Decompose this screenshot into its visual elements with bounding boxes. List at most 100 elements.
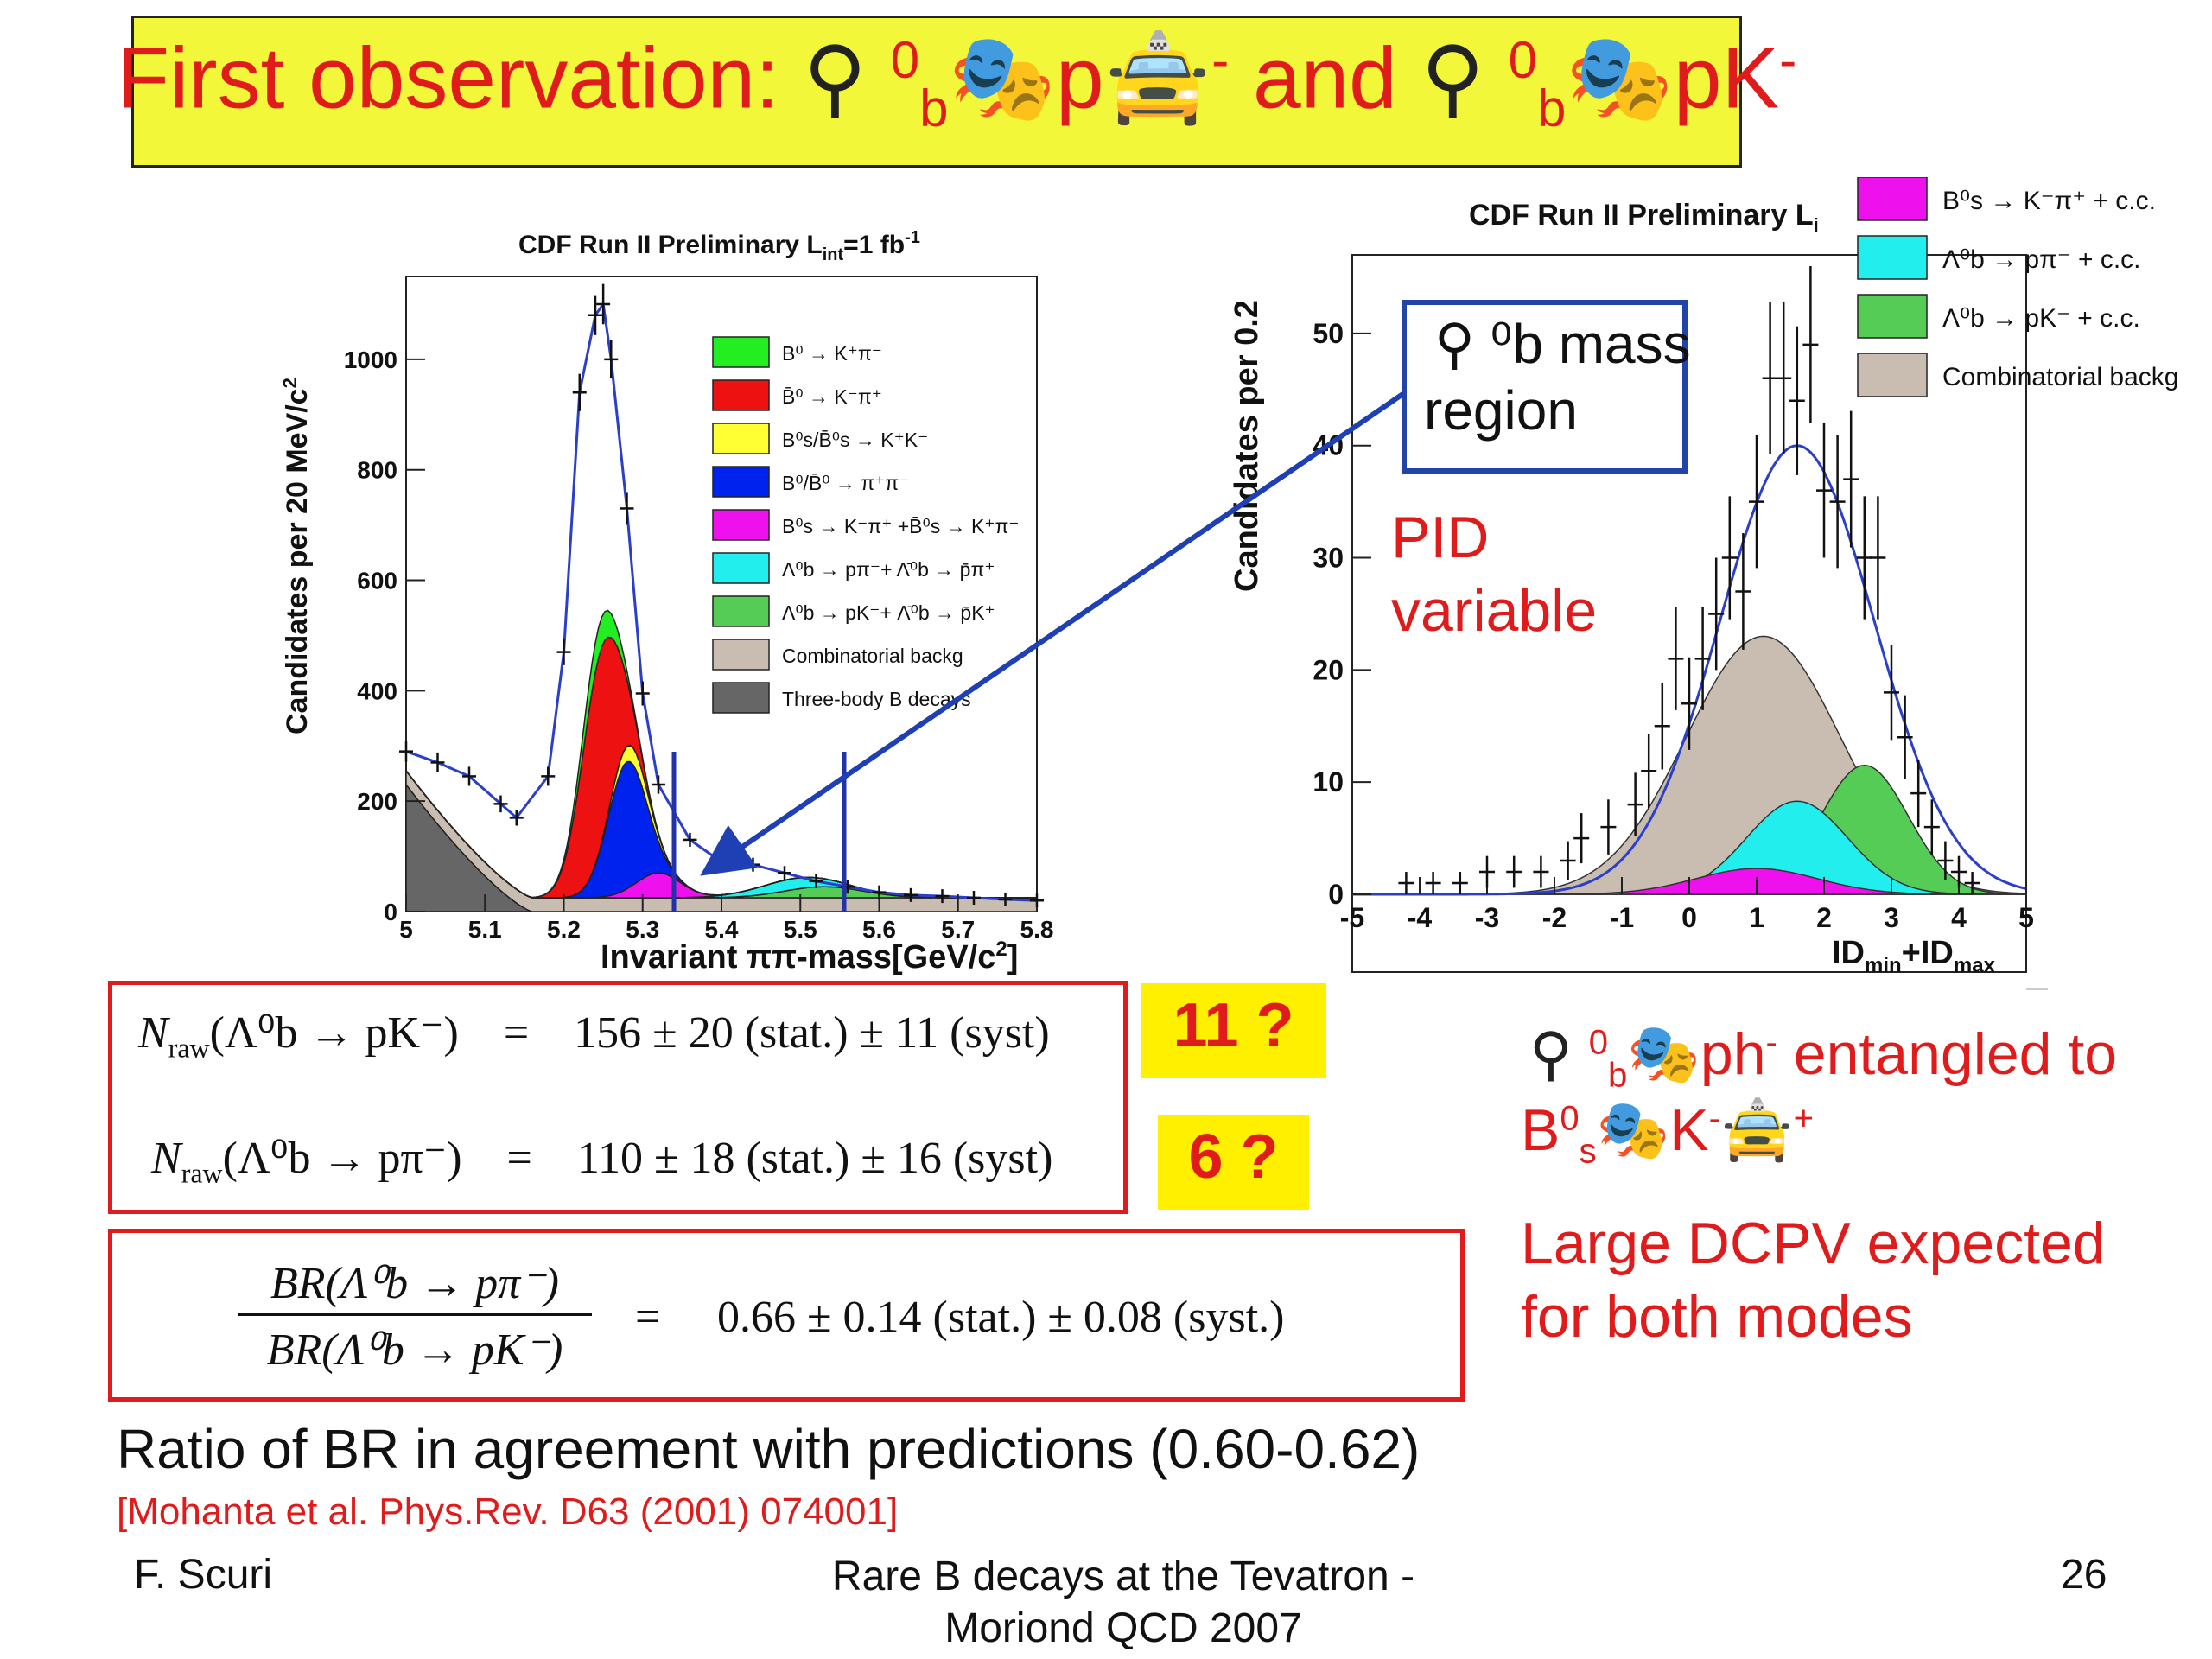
- data-point: [809, 874, 823, 888]
- ratio-fraction-bar: [238, 1313, 592, 1316]
- y-tick-label: 50: [1313, 318, 1344, 349]
- data-point: [588, 295, 602, 335]
- right-plot-ylabel: Candidates per 0.2: [1229, 300, 1265, 592]
- x-tick-label: -3: [1475, 902, 1499, 933]
- data-point: [872, 885, 887, 899]
- data-point: [998, 892, 1013, 906]
- legend-label: B⁰ → K⁺π⁻: [782, 342, 882, 365]
- data-point: [1843, 410, 1859, 548]
- lambda-glyph-icon: ⚲: [1421, 29, 1484, 127]
- x-tick-label: -4: [1408, 902, 1433, 933]
- data-point: [1910, 760, 1927, 828]
- data-point: [904, 887, 918, 902]
- legend-label: B̄⁰ → K⁻π⁺: [782, 385, 882, 408]
- data-point: [604, 340, 619, 379]
- data-point: [778, 866, 791, 880]
- data-point: [1964, 872, 1980, 894]
- legend-label: B⁰s → K⁻π⁺ + c.c.: [1942, 187, 2156, 215]
- left-plot-ylabel: Candidates per 20 MeV/c2: [279, 378, 314, 734]
- lambda-glyph-icon: ⚲: [803, 29, 867, 127]
- legend-swatch: [1857, 235, 1928, 280]
- data-point: [1600, 799, 1617, 855]
- conclusion-text: Ratio of BR in agreement with prediction…: [117, 1418, 1421, 1480]
- yield-pk-equation: Nraw(Λ⁰b → pK⁻) = 156 ± 20 (stat.) ± 11 …: [138, 1008, 1050, 1064]
- yield-ppi-equation: Nraw(Λ⁰b → pπ⁻) = 110 ± 18 (stat.) ± 16 …: [151, 1134, 1053, 1189]
- legend-swatch: [712, 336, 770, 368]
- legend-label: Λ⁰b → pπ⁻+ Λ̄⁰b → p̄π⁺: [782, 558, 995, 581]
- reference-text: [Mohanta et al. Phys.Rev. D63 (2001) 074…: [117, 1491, 899, 1533]
- x-tick-label: 5: [399, 916, 413, 943]
- data-point: [1884, 645, 1899, 741]
- x-tick-label: -5: [1340, 902, 1364, 933]
- data-point: [746, 857, 760, 872]
- legend-swatch: [712, 595, 770, 627]
- data-point: [462, 766, 476, 786]
- entangled-line1: ⚲ 0b🎭ph- entangled to: [1529, 1021, 2118, 1095]
- legend-swatch: [1857, 294, 1928, 339]
- legend-swatch: [712, 509, 770, 541]
- x-tick-label: -1: [1610, 902, 1634, 933]
- data-point: [683, 832, 697, 847]
- data-point: [1735, 533, 1751, 650]
- data-point: [572, 373, 587, 411]
- ratio-denominator: BR(Λ⁰b → pK⁻): [266, 1325, 563, 1375]
- data-point: [541, 766, 556, 786]
- mass-region-box: [1402, 300, 1688, 474]
- mass-region-label-line2: region: [1424, 379, 1578, 442]
- y-tick-label: 40: [1313, 430, 1344, 461]
- x-tick-label: 0: [1681, 902, 1697, 933]
- b-kpi-area: [405, 609, 1037, 899]
- legend-label: B⁰/B̄⁰ → π⁺π⁻: [782, 472, 909, 494]
- data-point: [1816, 423, 1832, 558]
- data-point: [1398, 872, 1414, 894]
- legend-swatch: [712, 379, 770, 411]
- data-point: [596, 283, 611, 325]
- data-point: [1776, 302, 1792, 454]
- y-tick-label: 0: [1328, 879, 1344, 910]
- data-point: [1897, 695, 1913, 779]
- legend-label: B⁰s/B̄⁰s → K⁺K⁻: [782, 429, 928, 451]
- ratio-equation-box: [108, 1229, 1465, 1402]
- data-point: [493, 795, 508, 813]
- data-point: [430, 752, 445, 772]
- data-point: [1573, 813, 1590, 864]
- data-point: [967, 891, 981, 906]
- y-tick-label: 600: [357, 568, 397, 594]
- pi-glyph-icon: 🚖: [1719, 1097, 1794, 1163]
- data-point: [1870, 496, 1886, 620]
- y-tick-label: 20: [1313, 654, 1344, 685]
- legend-label: Combinatorial backg: [1942, 363, 2178, 391]
- data-point: [1721, 496, 1738, 620]
- x-tick-label: 5: [2018, 902, 2034, 933]
- right-plot-header: CDF Run II Preliminary Li: [1469, 199, 1819, 236]
- dcpv-line2: for both modes: [1521, 1284, 1913, 1350]
- legend-label: Λ⁰b → pK⁻ + c.c.: [1942, 304, 2140, 333]
- x-tick-label: 3: [1884, 902, 1899, 933]
- legend-swatch: [712, 466, 770, 498]
- data-point: [1708, 557, 1725, 671]
- y-tick-label: 0: [384, 899, 397, 925]
- x-tick-label: 5.6: [862, 916, 896, 943]
- right-pid-plot: CDF Run II Preliminary Li Candidates per…: [1229, 177, 2178, 990]
- dcpv-line1: Large DCPV expected: [1521, 1211, 2106, 1276]
- legend-swatch: [1857, 353, 1928, 397]
- data-point: [1627, 772, 1643, 836]
- title-banner: [131, 16, 1742, 168]
- pi-glyph-icon: 🚖: [1103, 29, 1212, 127]
- footer-talk-title: Rare B decays at the Tevatron - Moriond Q…: [831, 1554, 1415, 1651]
- pid-label-line2: variable: [1391, 578, 1597, 644]
- x-tick-label: 5.5: [784, 916, 817, 943]
- data-point: [1856, 496, 1872, 620]
- data-point: [1654, 682, 1670, 770]
- legend-label: Λ⁰b → pπ⁻ + c.c.: [1942, 245, 2141, 274]
- data-point: [556, 639, 571, 665]
- data-point: [935, 889, 950, 904]
- data-point: [1641, 734, 1657, 809]
- data-point: [1937, 841, 1954, 880]
- y-tick-label: 1000: [344, 346, 397, 373]
- legend-swatch: [712, 423, 770, 454]
- x-tick-label: 4: [1951, 902, 1967, 933]
- data-point: [1560, 841, 1576, 880]
- data-point: [1829, 435, 1846, 569]
- data-point: [1668, 607, 1684, 710]
